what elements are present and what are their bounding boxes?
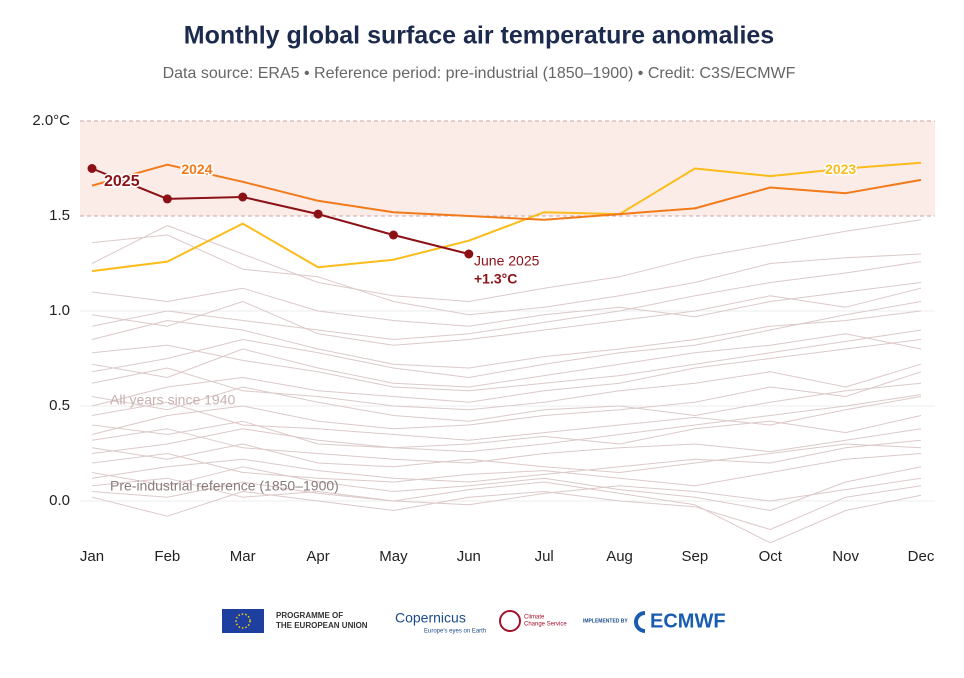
series-label: 2025 (104, 173, 140, 190)
background-line (91, 485, 922, 530)
plot: 2.0°C 1.5 1.0 0.5 0.0 Jan Feb Mar Apr May Jun Jul Au… (32, 112, 935, 565)
annotation: +1.3°C (474, 271, 517, 287)
annotation: All years since 1940 (110, 392, 236, 408)
footer-text: THE EUROPEAN UNION (276, 621, 368, 630)
x-tick-label: Dec (908, 548, 935, 565)
ecmwf-logo (634, 611, 646, 633)
series-label: 2023 (825, 161, 856, 177)
background-line (91, 333, 922, 388)
x-tick-label: Nov (832, 548, 859, 565)
background-line (91, 439, 922, 483)
footer: PROGRAMME OF THE EUROPEAN UNION Copernic… (222, 609, 726, 635)
background-line (91, 382, 922, 422)
point (388, 230, 398, 240)
series-line (91, 167, 470, 255)
series-label: 2024 (181, 161, 212, 177)
background-line (91, 481, 922, 544)
background-line (91, 329, 922, 392)
background-line (91, 301, 922, 378)
x-tick-label: Jun (457, 548, 481, 565)
c3s-logo (499, 610, 521, 632)
y-tick-label: 1.0 (49, 302, 70, 319)
eu-stars (235, 613, 251, 629)
footer-text: Copernicus (395, 610, 466, 626)
footer-text: Climate (524, 615, 545, 621)
background-line (91, 282, 922, 327)
background-line (91, 453, 922, 487)
x-tick-label: Apr (306, 548, 329, 565)
chart-subtitle: Data source: ERA5 • Reference period: pr… (163, 65, 796, 82)
background-line (91, 477, 922, 506)
y-tick-label: 0.0 (49, 492, 70, 509)
background-line (91, 339, 922, 407)
x-tick-label: May (379, 548, 408, 565)
y-tick-label: 2.0°C (32, 112, 70, 129)
series-line (91, 161, 922, 273)
point (162, 194, 172, 204)
footer-text: Europe's eyes on Earth (424, 629, 486, 635)
shaded-band (80, 121, 935, 216)
footer-text: IMPLEMENTED BY (583, 618, 628, 624)
background-line (91, 234, 922, 316)
background-line (91, 261, 922, 340)
footer-text: ECMWF (650, 610, 726, 632)
background-line (91, 363, 922, 411)
eu-flag (222, 609, 264, 633)
background-line (91, 287, 922, 346)
point (238, 192, 248, 202)
point (313, 209, 323, 219)
chart-title: Monthly global surface air temperature a… (184, 22, 774, 50)
background-line (91, 371, 922, 435)
x-tick-label: Jan (80, 548, 104, 565)
x-tick-label: Oct (759, 548, 783, 565)
y-tick-label: 0.5 (49, 397, 70, 414)
x-tick-label: Feb (154, 548, 180, 565)
background-line (91, 466, 922, 511)
annotation: Pre-industrial reference (1850–1900) (110, 478, 339, 494)
background-line (91, 428, 922, 464)
series-line (91, 163, 922, 221)
point (464, 249, 474, 259)
background-line (91, 443, 922, 473)
background-line (91, 219, 922, 302)
point (87, 164, 97, 173)
background-line (91, 415, 922, 449)
footer-text: Change Service (524, 622, 567, 628)
background-line (91, 310, 922, 369)
x-tick-label: Sep (682, 548, 709, 565)
background-line (91, 396, 922, 441)
footer-text: PROGRAMME OF (276, 611, 343, 620)
annotation: June 2025 (474, 253, 540, 269)
x-tick-label: Mar (230, 548, 256, 565)
y-tick-label: 1.5 (49, 207, 70, 224)
background-line (91, 394, 922, 454)
x-tick-label: Aug (606, 548, 633, 565)
x-tick-label: Jul (535, 548, 554, 565)
